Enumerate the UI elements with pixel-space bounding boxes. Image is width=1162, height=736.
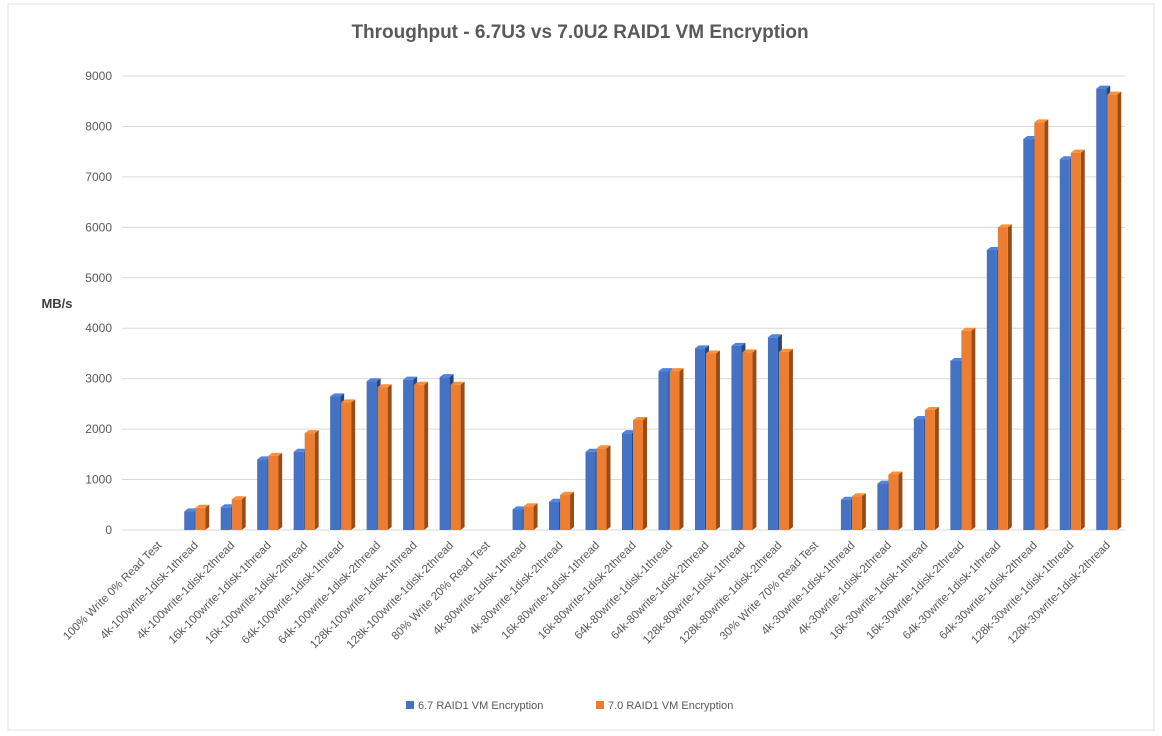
bar-7-0: [377, 384, 392, 530]
bar-7-0: [705, 350, 720, 530]
bar-7-0: [523, 503, 538, 530]
y-tick-label: 0: [105, 523, 112, 537]
bar-7-0: [304, 430, 319, 530]
bar-7-0: [414, 381, 429, 530]
bar-7-0: [997, 224, 1012, 531]
bar-7-0: [851, 493, 866, 530]
legend-swatch-6-7: [406, 701, 414, 709]
y-tick-label: 7000: [85, 170, 112, 184]
bar-7-0: [778, 348, 793, 530]
bar-7-0: [961, 327, 976, 530]
bar-7-0: [596, 445, 611, 530]
bar-7-0: [341, 399, 356, 530]
legend-label-7-0: 7.0 RAID1 VM Encryption: [608, 700, 733, 712]
legend-swatch-7-0: [596, 701, 604, 709]
y-axis-ticks: 0 1000 2000 3000 4000 5000 6000 7000 8000 9000: [85, 69, 112, 537]
y-tick-label: 3000: [85, 372, 112, 386]
y-tick-label: 5000: [85, 271, 112, 285]
bar-7-0: [268, 452, 283, 530]
y-tick-label: 4000: [85, 321, 112, 335]
y-tick-label: 6000: [85, 220, 112, 234]
y-tick-label: 9000: [85, 69, 112, 83]
bar-7-0: [669, 368, 684, 530]
y-tick-label: 2000: [85, 422, 112, 436]
bar-7-0: [633, 417, 647, 530]
bar-7-0: [195, 504, 210, 530]
y-tick-label: 8000: [85, 119, 112, 133]
chart-title: Throughput - 6.7U3 vs 7.0U2 RAID1 VM Enc…: [351, 22, 808, 43]
y-axis-label: MB/s: [41, 296, 72, 311]
chart-border: [7, 3, 1155, 731]
bar-7-0: [450, 381, 465, 530]
bar-7-0: [924, 406, 939, 530]
bar-7-0: [888, 471, 903, 530]
bar-7-0: [1107, 91, 1122, 531]
legend-label-6-7: 6.7 RAID1 VM Encryption: [418, 700, 543, 712]
x-axis-ticks: 100% Write 0% Read Test4k-100write-1disk…: [61, 539, 1113, 651]
y-tick-label: 1000: [85, 473, 112, 487]
bar-7-0: [231, 496, 246, 530]
bar-7-0: [1070, 149, 1085, 531]
bar-7-0: [742, 349, 757, 530]
bar-7-0: [560, 491, 575, 530]
bar-7-0: [1034, 119, 1049, 531]
legend: 6.7 RAID1 VM Encryption 7.0 RAID1 VM Enc…: [406, 700, 733, 712]
bars: [184, 85, 1122, 531]
